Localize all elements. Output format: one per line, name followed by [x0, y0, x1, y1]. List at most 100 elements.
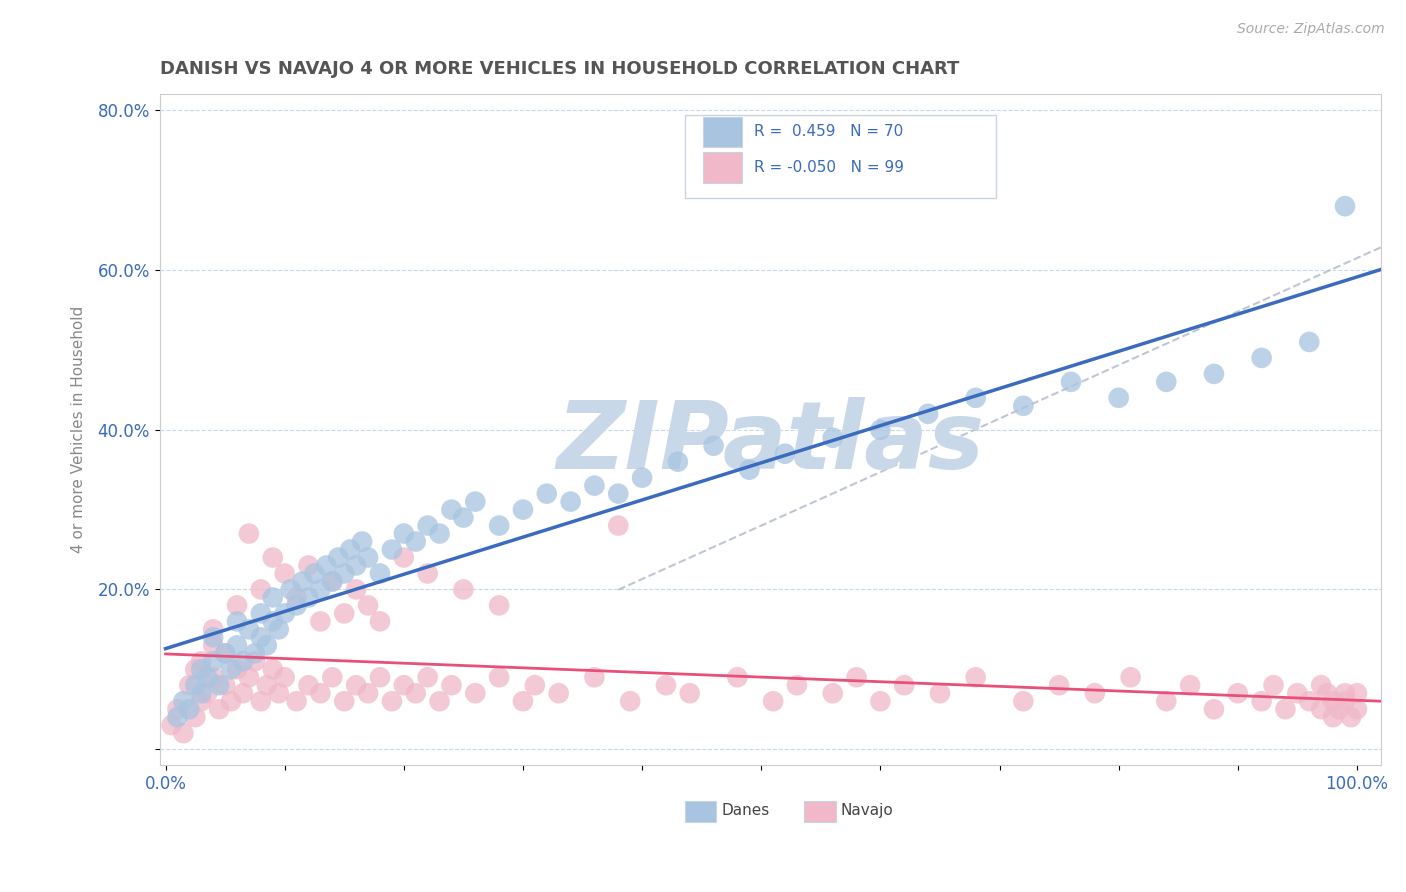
Point — [267, 686, 290, 700]
Point — [1322, 694, 1344, 708]
Point — [202, 654, 225, 668]
Point — [344, 558, 367, 573]
Point — [416, 670, 439, 684]
Point — [1298, 334, 1320, 349]
Point — [1178, 678, 1201, 692]
Point — [262, 662, 284, 676]
Y-axis label: 4 or more Vehicles in Household: 4 or more Vehicles in Household — [72, 306, 86, 553]
Point — [893, 678, 915, 692]
Point — [352, 534, 374, 549]
Point — [321, 574, 343, 589]
Point — [256, 678, 278, 692]
Point — [250, 694, 273, 708]
Point — [488, 670, 510, 684]
Point — [285, 694, 308, 708]
Text: Source: ZipAtlas.com: Source: ZipAtlas.com — [1237, 22, 1385, 37]
Point — [464, 686, 486, 700]
Point — [405, 534, 427, 549]
Point — [273, 566, 295, 581]
Point — [184, 662, 207, 676]
Point — [821, 431, 844, 445]
Point — [190, 662, 212, 676]
Point — [1108, 391, 1130, 405]
Point — [297, 591, 319, 605]
Point — [1286, 686, 1309, 700]
Point — [786, 678, 808, 692]
Point — [195, 670, 218, 684]
Point — [184, 678, 207, 692]
Point — [1226, 686, 1249, 700]
Point — [1298, 694, 1320, 708]
Point — [429, 526, 451, 541]
Point — [328, 550, 350, 565]
Point — [357, 550, 380, 565]
Point — [315, 558, 337, 573]
Point — [547, 686, 569, 700]
Point — [392, 526, 415, 541]
FancyBboxPatch shape — [703, 153, 742, 183]
FancyBboxPatch shape — [685, 114, 995, 198]
Point — [256, 638, 278, 652]
Point — [280, 582, 302, 597]
Point — [464, 494, 486, 508]
Point — [381, 542, 404, 557]
Point — [214, 678, 236, 692]
Point — [1012, 399, 1035, 413]
Point — [392, 550, 415, 565]
Point — [250, 607, 273, 621]
Point — [1012, 694, 1035, 708]
Point — [453, 510, 475, 524]
Point — [631, 471, 654, 485]
Point — [226, 599, 249, 613]
Point — [291, 574, 314, 589]
Point — [512, 502, 534, 516]
Point — [1202, 367, 1225, 381]
Point — [1156, 694, 1178, 708]
Point — [845, 670, 868, 684]
Point — [1334, 694, 1357, 708]
Point — [238, 623, 260, 637]
Point — [1084, 686, 1107, 700]
FancyBboxPatch shape — [685, 801, 717, 822]
Point — [339, 542, 361, 557]
Point — [226, 638, 249, 652]
Point — [262, 591, 284, 605]
Point — [214, 646, 236, 660]
Point — [344, 678, 367, 692]
Point — [219, 694, 242, 708]
Point — [368, 566, 391, 581]
Point — [172, 726, 194, 740]
Point — [309, 582, 332, 597]
Point — [965, 391, 987, 405]
Point — [560, 494, 582, 508]
Point — [440, 502, 463, 516]
Point — [262, 550, 284, 565]
Point — [273, 607, 295, 621]
Point — [1250, 694, 1272, 708]
Point — [262, 615, 284, 629]
Point — [1310, 702, 1333, 716]
Point — [179, 678, 201, 692]
Point — [250, 631, 273, 645]
Point — [309, 615, 332, 629]
Point — [619, 694, 641, 708]
Point — [202, 638, 225, 652]
Point — [607, 518, 630, 533]
Point — [214, 646, 236, 660]
Point — [172, 694, 194, 708]
Point — [219, 662, 242, 676]
Point — [1310, 678, 1333, 692]
Point — [297, 558, 319, 573]
Point — [179, 702, 201, 716]
Text: R = -0.050   N = 99: R = -0.050 N = 99 — [754, 160, 904, 175]
Point — [440, 678, 463, 692]
Point — [184, 710, 207, 724]
Point — [309, 686, 332, 700]
Point — [232, 686, 254, 700]
Point — [536, 486, 558, 500]
Point — [703, 439, 725, 453]
Point — [190, 686, 212, 700]
Point — [273, 670, 295, 684]
Point — [416, 566, 439, 581]
Point — [453, 582, 475, 597]
